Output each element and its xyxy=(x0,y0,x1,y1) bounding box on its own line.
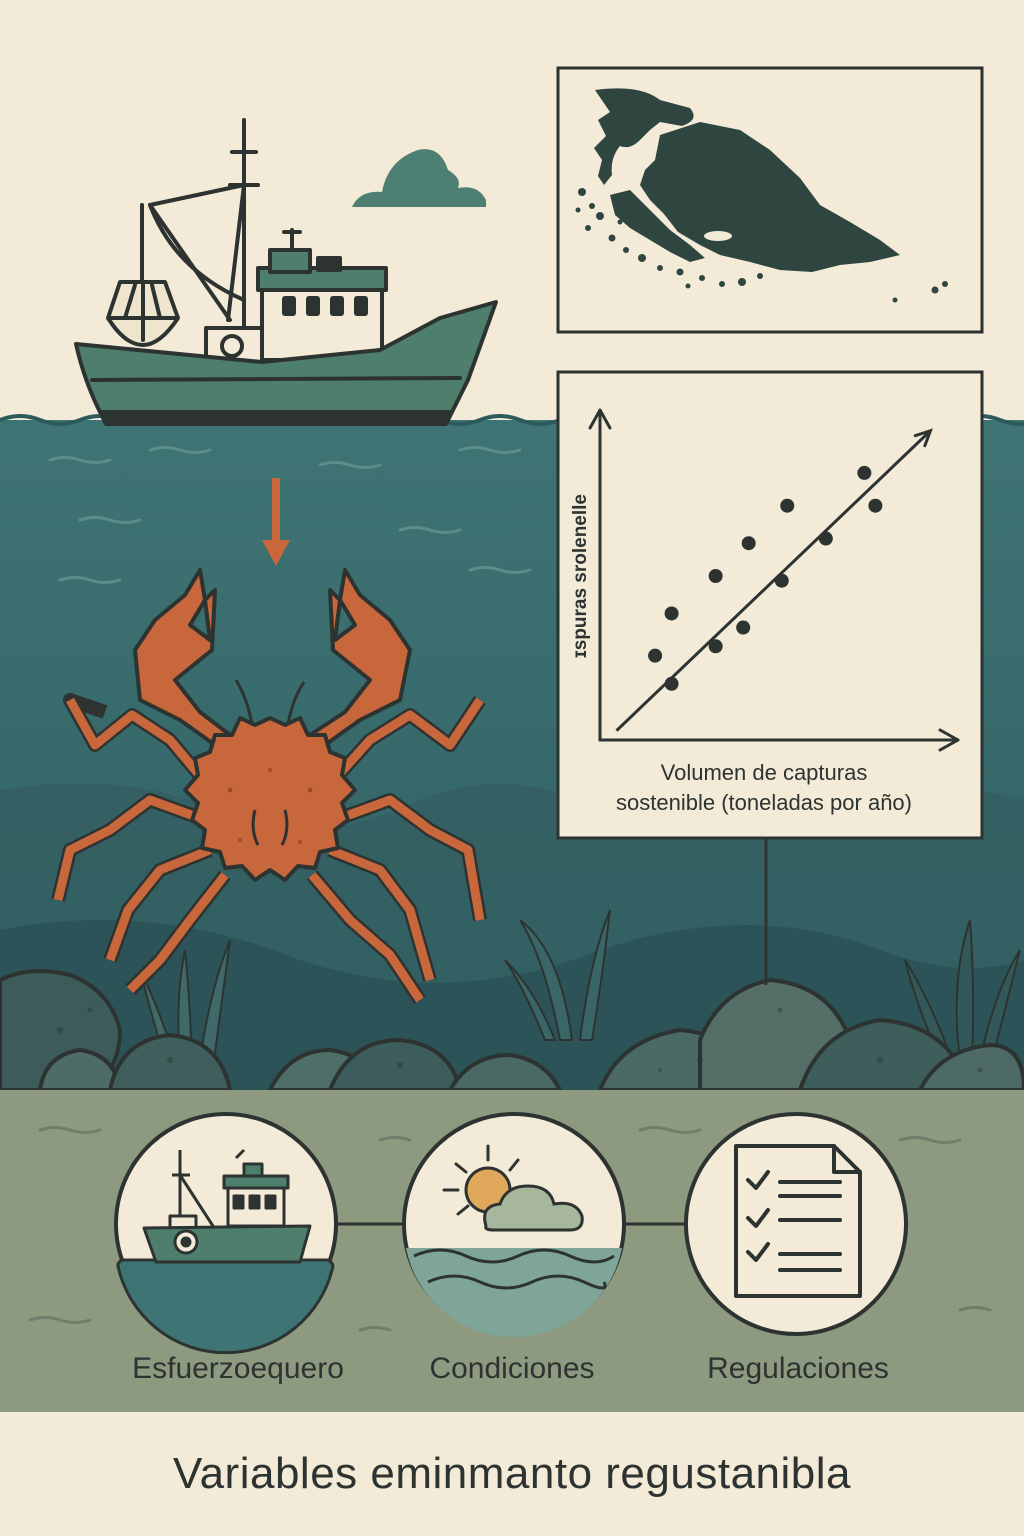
scatter-point xyxy=(664,606,679,621)
map-lake xyxy=(704,231,732,241)
scatter-point xyxy=(664,676,679,691)
seaweed-right xyxy=(904,919,1021,1061)
factor-label-regulations: Regulaciones xyxy=(707,1352,889,1385)
page-title: Variables eminmanto regustanibla xyxy=(173,1449,851,1498)
king-crab xyxy=(51,568,487,1004)
chart-axes xyxy=(588,408,960,752)
scatter-point xyxy=(780,498,795,513)
scatter-point xyxy=(818,531,833,546)
scatter-point xyxy=(708,569,723,583)
chart-panel: ɪspuras srolenelle Volumen de capturas s… xyxy=(556,370,984,985)
fishing-boat xyxy=(74,118,498,426)
seaweed-center xyxy=(504,909,611,1041)
rocks-left xyxy=(0,969,564,1092)
trend-line-arrowhead xyxy=(913,428,933,448)
scatter-point xyxy=(648,648,663,663)
wheelhouse-windows xyxy=(282,296,368,316)
scatter-point xyxy=(868,498,883,513)
factor-fishing-effort xyxy=(114,1112,338,1355)
factor-label-conditions: Condiciones xyxy=(429,1352,594,1385)
scatter-point xyxy=(774,573,789,588)
chart-y-axis-label: ɪspuras srolenelle xyxy=(570,494,591,658)
sun-cloud-waves-icon xyxy=(406,1144,622,1338)
factor-regulations xyxy=(684,1112,908,1336)
scatter-point xyxy=(741,536,756,551)
scatter-point xyxy=(708,639,723,654)
chart-x-axis-label-line1: Volumen de capturas xyxy=(661,760,868,785)
rock-speckles xyxy=(57,1007,983,1073)
scatter-point xyxy=(857,465,872,480)
seafloor-ripples xyxy=(28,1126,992,1332)
title-bar: Variables eminmanto regustanibla xyxy=(0,1412,1024,1536)
water-ripples xyxy=(48,446,532,584)
map-panel xyxy=(556,66,984,334)
scatter-point xyxy=(736,620,751,635)
chart-plot-area xyxy=(615,428,933,732)
dredge-basket-icon xyxy=(106,280,180,347)
chart-x-axis-label-line2: sostenible (toneladas por año) xyxy=(616,790,912,815)
checklist-document-icon xyxy=(734,1144,862,1298)
cloud-icon xyxy=(352,149,486,207)
factor-conditions xyxy=(402,1112,626,1338)
crab-shell-dots xyxy=(227,768,313,844)
rocks-right xyxy=(597,977,1024,1092)
factor-label-effort: Esfuerzoequero xyxy=(132,1352,344,1385)
arrow-down-icon xyxy=(262,478,290,566)
fishing-boat-icon xyxy=(142,1148,312,1264)
